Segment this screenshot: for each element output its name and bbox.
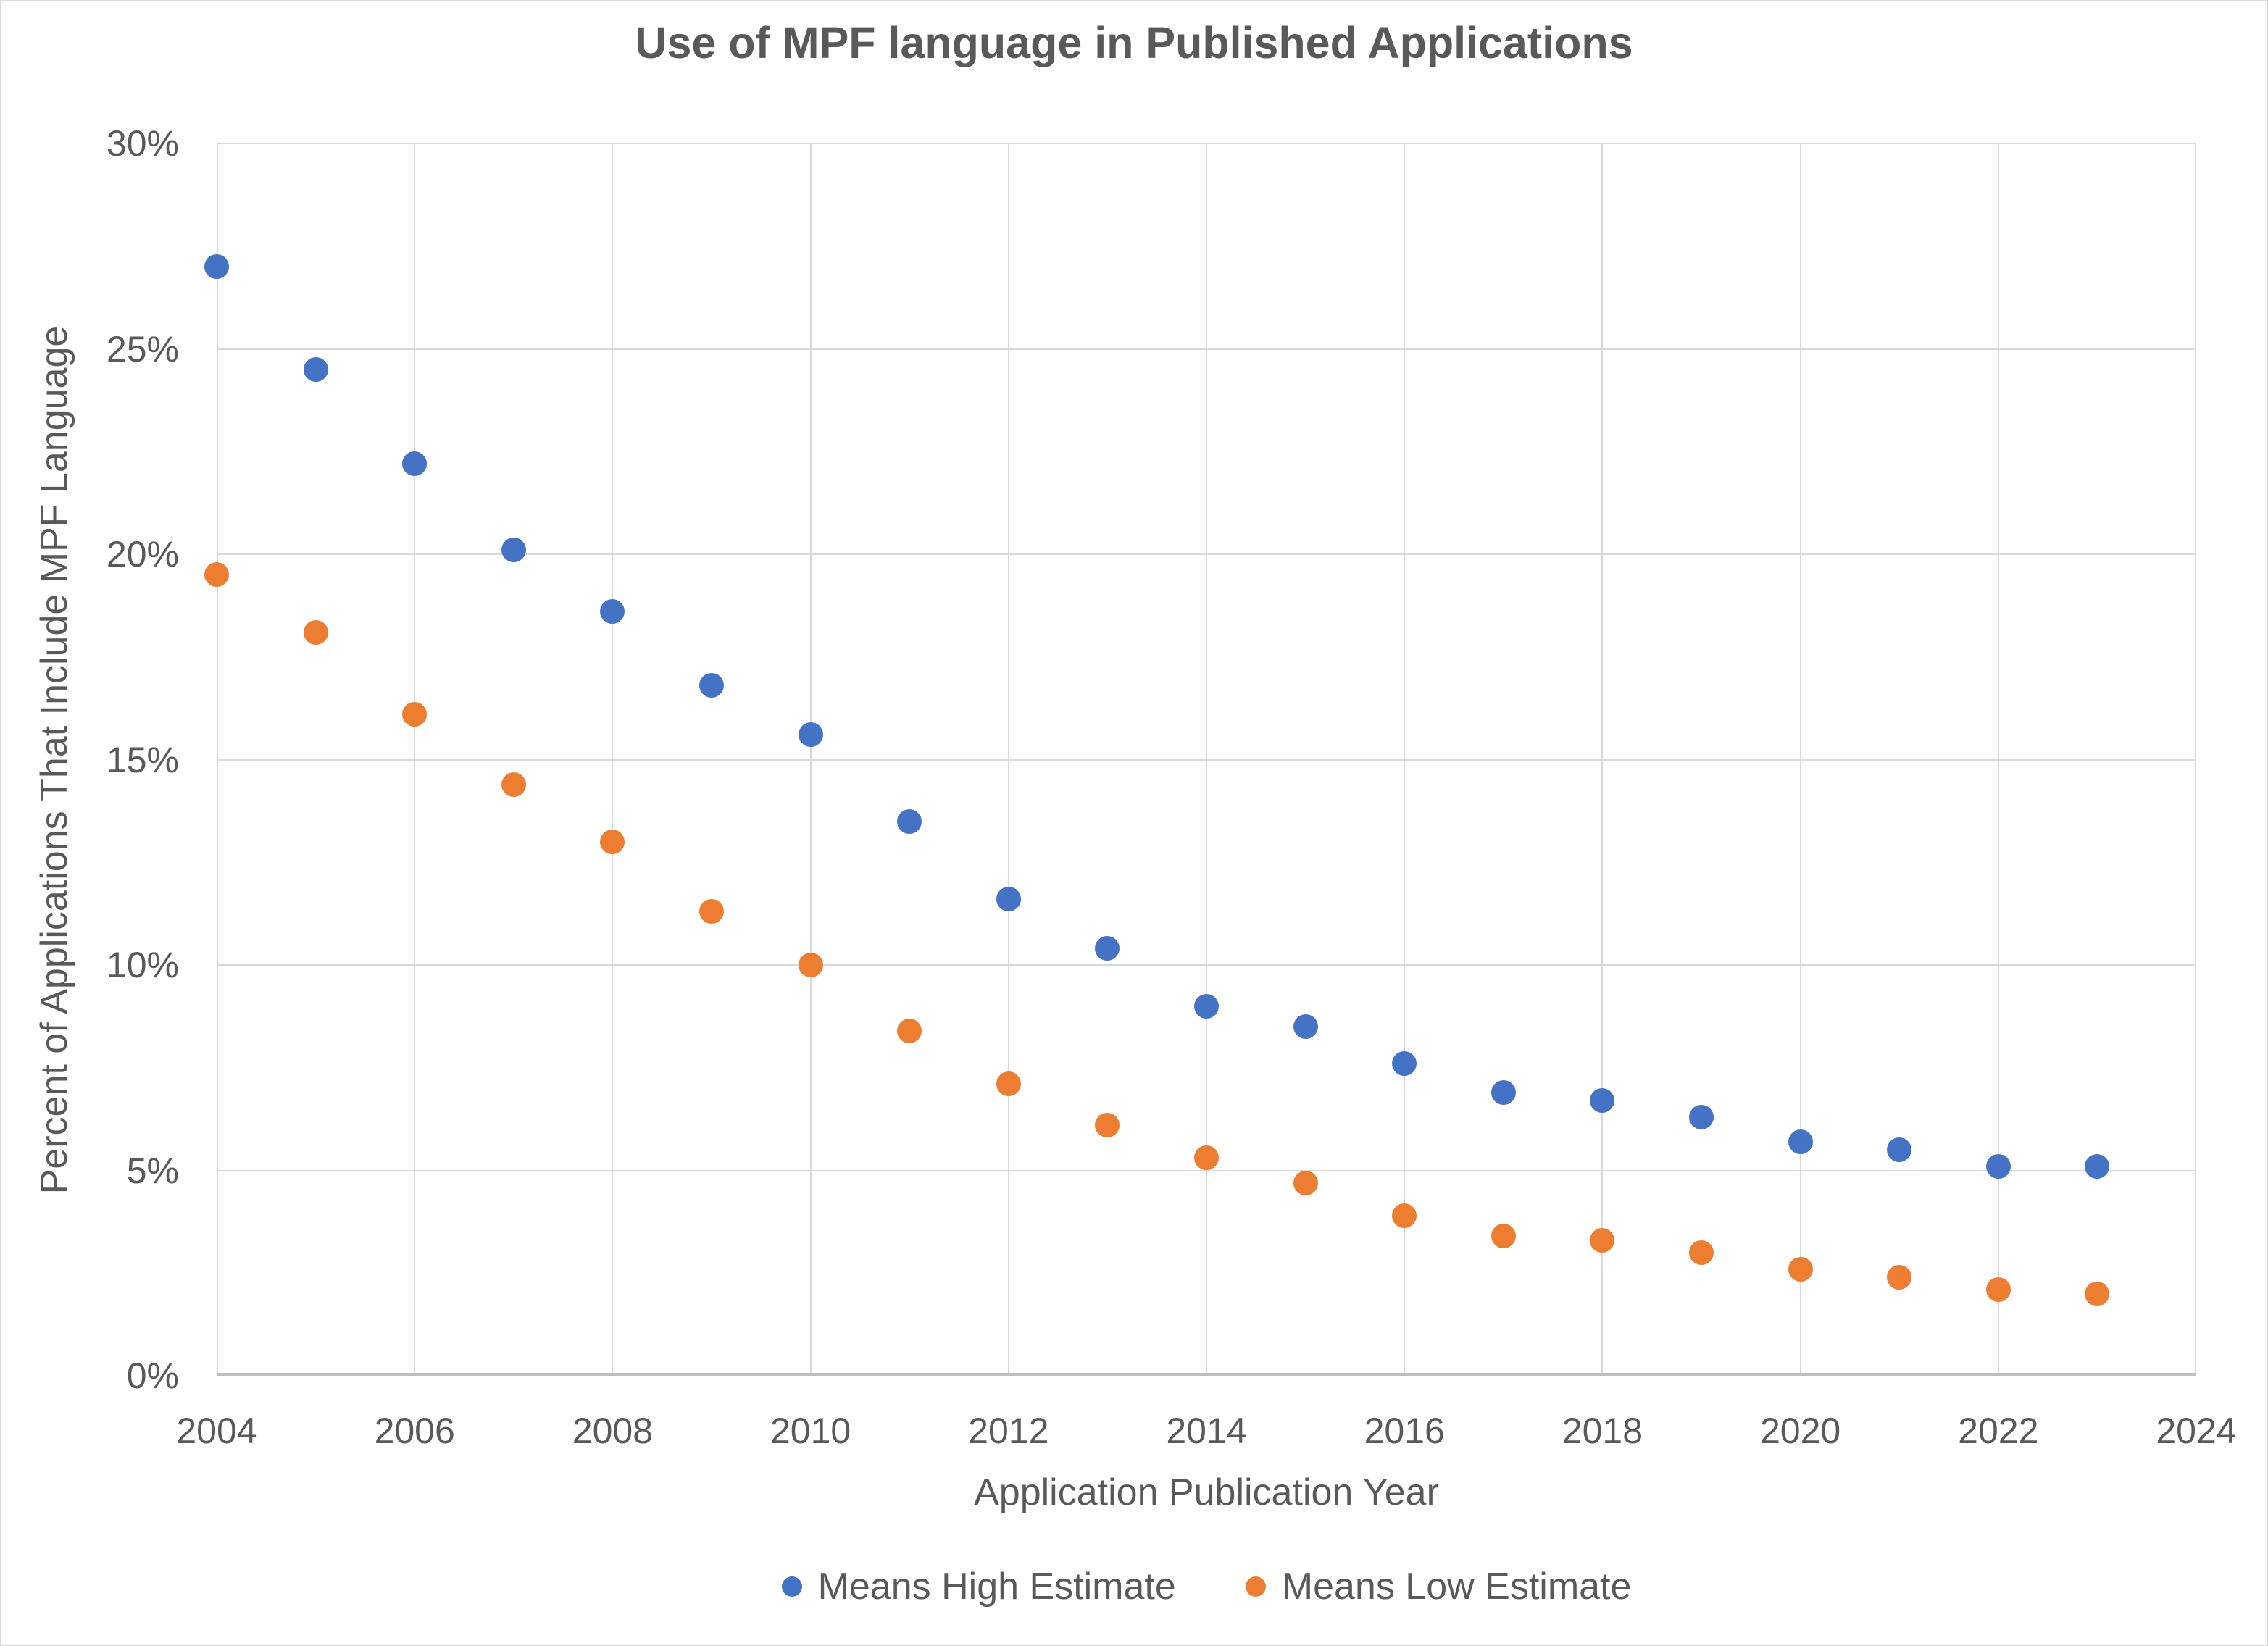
data-point-high <box>699 673 724 698</box>
data-point-low <box>1194 1145 1219 1171</box>
x-tick-label: 2016 <box>1364 1411 1445 1451</box>
x-tick-label: 2008 <box>572 1411 653 1451</box>
y-tick-label: 5% <box>126 1150 179 1191</box>
gridline-v <box>1404 143 1406 1373</box>
gridline-v <box>1007 143 1009 1373</box>
x-axis-title: Application Publication Year <box>974 1471 1439 1513</box>
data-point-low <box>699 899 724 924</box>
x-tick-label: 2010 <box>770 1411 851 1451</box>
data-point-low <box>303 619 328 645</box>
gridline-v <box>217 143 218 1373</box>
legend-label-high: Means High Estimate <box>817 1566 1176 1608</box>
x-tick-label: 2022 <box>1958 1411 2039 1451</box>
data-point-high <box>1985 1153 2011 1179</box>
legend: Means High Estimate Means Low Estimate <box>217 1565 2196 1608</box>
data-point-low <box>402 702 428 727</box>
data-point-high <box>600 599 625 624</box>
data-point-high <box>501 538 526 563</box>
y-tick-label: 15% <box>106 739 179 780</box>
data-point-low <box>600 829 625 854</box>
gridline-v <box>809 143 812 1373</box>
data-point-low <box>1887 1264 1912 1290</box>
data-point-low <box>1689 1240 1714 1265</box>
data-point-high <box>1590 1088 1615 1114</box>
data-point-low <box>2085 1281 2110 1306</box>
y-tick-label: 0% <box>126 1355 179 1396</box>
data-point-high <box>303 356 328 382</box>
gridline-v <box>1997 143 1999 1373</box>
x-tick-label: 2020 <box>1759 1411 1841 1451</box>
x-tick-label: 2004 <box>176 1411 257 1451</box>
y-tick-label: 20% <box>106 534 179 575</box>
legend-marker-high-icon <box>781 1576 802 1597</box>
legend-label-low: Means Low Estimate <box>1281 1566 1632 1608</box>
legend-marker-low-icon <box>1245 1576 1266 1597</box>
y-tick-label: 10% <box>106 945 179 985</box>
gridline-v <box>2195 143 2196 1373</box>
legend-item-high: Means High Estimate <box>781 1565 1176 1608</box>
legend-item-low: Means Low Estimate <box>1245 1565 1632 1608</box>
chart-title: Use of MPF language in Published Applica… <box>635 18 1633 67</box>
data-point-high <box>1491 1079 1516 1105</box>
data-point-high <box>996 887 1021 912</box>
data-point-low <box>1590 1227 1615 1253</box>
data-point-low <box>798 953 823 977</box>
x-tick-label: 2014 <box>1166 1411 1247 1451</box>
x-tick-label: 2024 <box>2156 1411 2237 1451</box>
x-tick-label: 2018 <box>1562 1411 1643 1451</box>
gridline-v <box>612 143 614 1373</box>
data-point-low <box>204 562 229 588</box>
x-tick-label: 2006 <box>374 1411 455 1451</box>
data-point-high <box>1689 1104 1714 1129</box>
gridline-v <box>414 143 416 1373</box>
data-point-high <box>1194 993 1219 1019</box>
data-point-high <box>897 809 922 834</box>
gridline-v <box>1206 143 1207 1373</box>
y-axis-title: Percent of Applications That Include MPF… <box>33 325 75 1195</box>
data-point-high <box>402 451 428 477</box>
data-point-low <box>1293 1170 1318 1195</box>
y-tick-label: 30% <box>106 123 179 164</box>
data-point-high <box>204 254 229 280</box>
data-point-low <box>1985 1277 2011 1302</box>
data-point-high <box>1293 1014 1318 1040</box>
data-point-low <box>1491 1224 1516 1249</box>
data-point-low <box>1788 1256 1813 1282</box>
y-tick-label: 25% <box>106 328 179 369</box>
data-point-high <box>1095 936 1120 961</box>
data-point-low <box>1095 1113 1120 1138</box>
data-point-high <box>1887 1137 1912 1163</box>
gridline-v <box>1601 143 1604 1373</box>
data-point-low <box>501 772 526 797</box>
data-point-high <box>798 722 823 748</box>
gridline-v <box>1799 143 1801 1373</box>
data-point-high <box>2085 1153 2110 1179</box>
data-point-low <box>996 1071 1021 1097</box>
data-point-high <box>1392 1051 1417 1077</box>
data-point-low <box>897 1018 922 1043</box>
plot-area <box>204 143 2196 1376</box>
x-tick-label: 2012 <box>968 1411 1049 1451</box>
data-point-high <box>1788 1129 1813 1154</box>
data-point-low <box>1392 1203 1417 1228</box>
